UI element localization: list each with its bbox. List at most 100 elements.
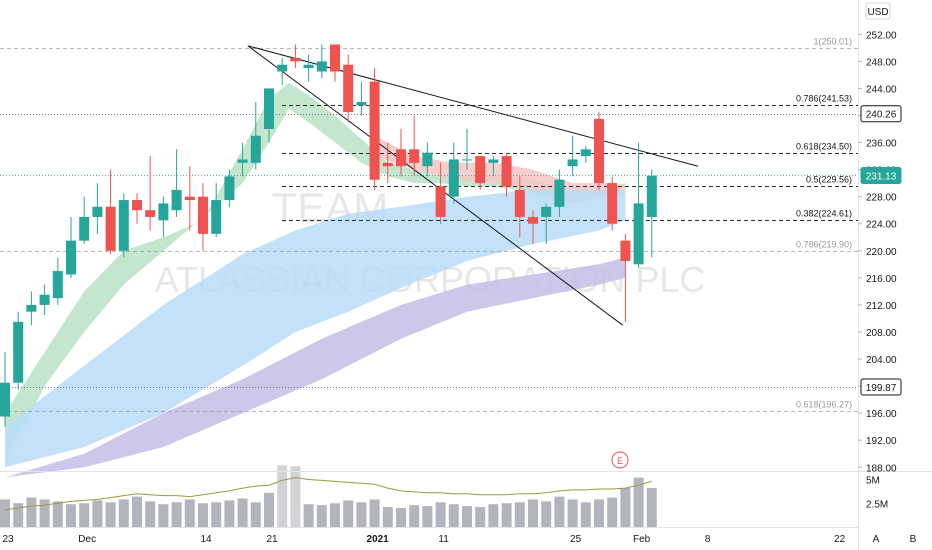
price-tick-16: 188.00 (866, 463, 897, 474)
candle-body (396, 149, 406, 167)
time-axis[interactable]: 23 Dec 14 21 2021 11 25 Feb 8 22 (2, 534, 845, 545)
candle-body (501, 156, 512, 187)
candle-body (26, 304, 37, 312)
auto-scale-button[interactable]: A (873, 534, 880, 545)
candle-body (646, 175, 657, 217)
volume-bar-10 (132, 496, 142, 527)
candle-36 (475, 156, 486, 190)
volume-bar-41 (541, 501, 552, 527)
price-tag-label: 199.87 (866, 383, 897, 394)
volume-ma-line (4, 477, 652, 511)
candle-21 (277, 57, 288, 86)
price-tick-4: 236.00 (866, 139, 897, 150)
price-tick-2: 244.00 (866, 84, 897, 95)
candle-body (39, 294, 50, 305)
candle-31 (409, 115, 420, 177)
candle-body (580, 149, 591, 157)
earnings-marker[interactable]: E (611, 451, 629, 469)
candle-body (237, 159, 248, 163)
volume-bar-3 (39, 499, 50, 527)
candle-body (105, 206, 116, 251)
time-label-1: Dec (78, 534, 96, 545)
volume-bar-44 (580, 502, 591, 527)
volume-bar-43 (567, 499, 578, 527)
candle-body (158, 203, 169, 221)
candle-45 (594, 112, 604, 190)
currency-badge[interactable]: USD (865, 2, 891, 20)
volume-bar-9 (118, 499, 129, 527)
price-tick-14: 196.00 (866, 409, 897, 420)
candle-44 (580, 145, 591, 163)
time-label-9: 22 (834, 534, 846, 545)
price-tag-box (860, 166, 902, 184)
volume-bar-48 (633, 477, 644, 527)
candle-body (448, 159, 459, 197)
candle-11 (145, 156, 156, 231)
time-label-6: 25 (570, 534, 582, 545)
candle-body (435, 186, 446, 217)
candle-6 (79, 196, 90, 245)
price-tick-12: 204.00 (866, 355, 897, 366)
volume-bar-15 (198, 503, 208, 527)
candle-47 (620, 233, 631, 322)
fib-label-0: 1(250.01) (813, 37, 852, 47)
volume-bar-4 (52, 501, 63, 527)
price-tick-9: 216.00 (866, 274, 897, 285)
candle-body (118, 200, 129, 251)
trendline-1 (247, 45, 624, 326)
volume-bar-28 (369, 499, 380, 527)
volume-bar-33 (435, 502, 446, 527)
candle-body (211, 200, 222, 234)
candle-2 (26, 291, 37, 326)
ribbon-band-3 (5, 257, 626, 478)
candle-19 (250, 101, 261, 170)
candle-body (620, 240, 631, 261)
volume-bar-0 (0, 499, 10, 527)
candle-30 (396, 129, 406, 177)
candle-body (633, 203, 644, 265)
time-label-4: 2021 (366, 534, 389, 545)
price-tick-15: 192.00 (866, 436, 897, 447)
candle-8 (105, 169, 116, 255)
volume-bar-18 (237, 498, 248, 527)
horizontal-lines (0, 114, 858, 388)
fib-label-2: 0.618(234.50) (796, 142, 852, 152)
candle-48 (633, 142, 644, 268)
candle-37 (488, 156, 499, 177)
fib-label-3: 0.5(229.56) (806, 175, 852, 185)
volume-bar-42 (554, 496, 565, 527)
price-tag-0: 240.26 (860, 105, 902, 123)
price-tick-8: 220.00 (866, 247, 897, 258)
fibonacci-levels[interactable]: 1(250.01) 0.786(241.53) 0.618(234.50) 0.5(2… (0, 37, 858, 412)
volume-bar-25 (330, 503, 340, 527)
price-axis[interactable]: 252.00248.00244.00240.00236.00232.00228.… (858, 30, 897, 474)
price-tag-1: 231.13 (860, 166, 902, 184)
candle-body (171, 189, 182, 211)
price-tag-box (860, 378, 902, 396)
time-label-0: 23 (2, 534, 14, 545)
candle-body (0, 382, 10, 417)
candle-body (343, 64, 354, 113)
candle-13 (171, 149, 182, 217)
volume-bar-17 (224, 500, 235, 527)
fib-label-4: 0.382(224.61) (796, 209, 852, 219)
candle-body (514, 189, 525, 217)
volume-bar-31 (409, 505, 420, 527)
log-scale-button[interactable]: B (910, 534, 917, 545)
candle-body (52, 271, 63, 299)
candle-14 (184, 166, 195, 231)
candle-10 (132, 193, 142, 224)
volume-bar-37 (488, 504, 499, 527)
volume-bar-39 (514, 502, 525, 527)
volume-bar-6 (79, 503, 90, 527)
candle-7 (92, 183, 103, 234)
candle-34 (448, 142, 459, 204)
candle-35 (462, 129, 472, 170)
price-tick-1: 248.00 (866, 57, 897, 68)
volume-bar-19 (250, 502, 261, 527)
volume-bar-46 (607, 497, 618, 527)
candle-5 (66, 216, 76, 278)
volume-bar-20 (264, 492, 274, 527)
